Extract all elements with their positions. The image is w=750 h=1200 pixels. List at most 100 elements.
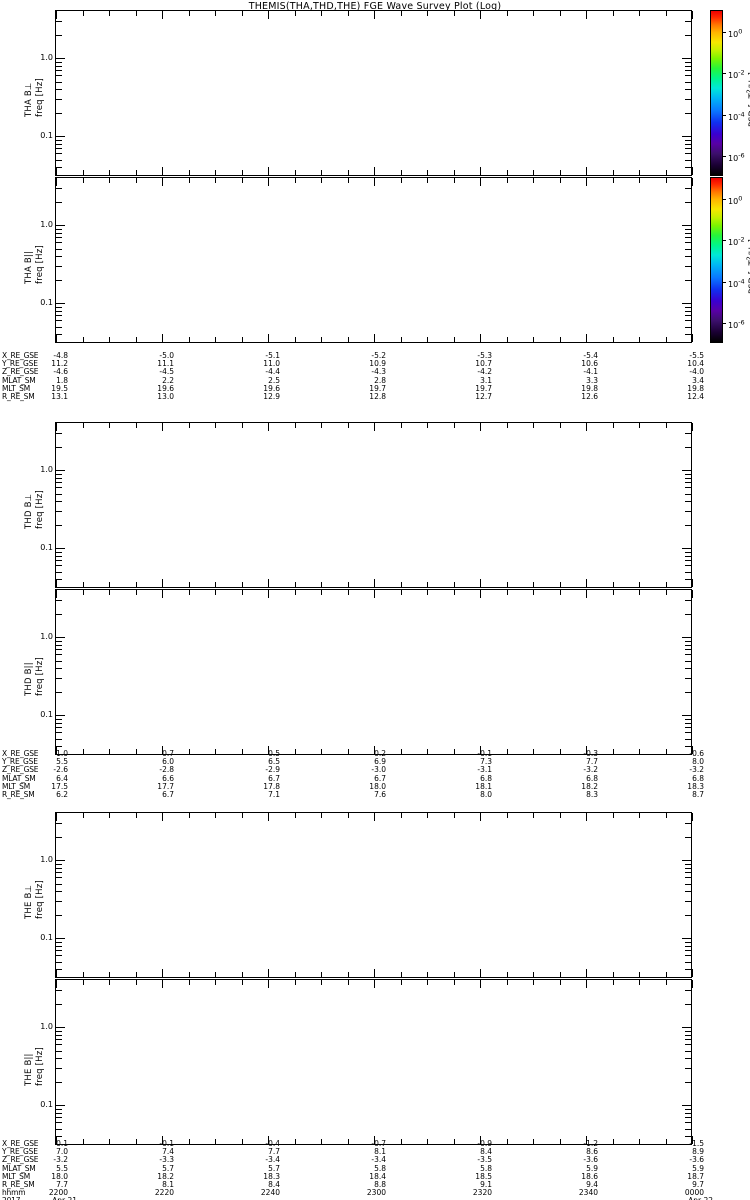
y-tick-minor: [685, 1034, 691, 1036]
ephemeris-value: 12.8: [369, 391, 386, 401]
x-tick-major: [162, 813, 163, 821]
y-tick-minor: [685, 738, 691, 740]
y-tick-minor: [56, 65, 62, 67]
x-tick-minor: [453, 590, 455, 595]
y-tick-minor: [685, 599, 691, 601]
ephemeris-row: X_RE_GSE 0.1 -0.1 -0.4 -0.7 -0.9 -1.2 -1.5: [0, 1139, 750, 1148]
y-tick-label: 0.1: [40, 298, 53, 308]
ephemeris-value: 5.5: [56, 757, 68, 767]
ephemeris-value: 7.7: [268, 1147, 280, 1157]
x-tick-minor: [321, 590, 322, 595]
x-tick-major: [56, 423, 57, 431]
y-tick-minor: [56, 883, 62, 885]
x-tick-minor: [321, 170, 322, 175]
y-tick-minor: [685, 945, 691, 947]
x-tick-minor: [241, 11, 243, 16]
x-tick-minor: [188, 170, 190, 175]
y-axis-title-unit: freq [Hz]: [35, 657, 45, 696]
x-tick-minor: [135, 11, 137, 16]
y-tick-minor: [685, 1136, 691, 1138]
y-axis-title-unit: freq [Hz]: [35, 490, 45, 529]
ephemeris-value: 12.9: [263, 391, 280, 401]
ephemeris-row-label: Y_RE_GSE: [2, 757, 38, 767]
colorbar-tick: [722, 156, 726, 158]
y-tick-major: [56, 58, 65, 60]
ephemeris-value: 6.7: [268, 773, 280, 783]
x-tick-minor: [241, 980, 243, 985]
x-tick-major: [586, 178, 587, 186]
x-tick-major: [480, 813, 481, 821]
x-tick-minor: [321, 423, 322, 428]
y-tick-minor: [56, 961, 62, 963]
y-tick-minor: [685, 265, 691, 267]
x-tick-minor: [506, 1139, 508, 1144]
y-tick-minor: [56, 877, 62, 879]
x-tick-minor: [347, 813, 349, 818]
y-tick-minor: [56, 613, 62, 615]
y-tick-minor: [56, 560, 62, 562]
ephemeris-value: 19.7: [475, 383, 492, 393]
x-tick-minor: [82, 170, 84, 175]
date-end-label: Apr 22: [688, 1197, 713, 1200]
y-tick-minor: [56, 891, 62, 893]
x-tick-major: [586, 579, 587, 587]
x-tick-major: [162, 1136, 163, 1144]
x-tick-minor: [453, 980, 455, 985]
y-tick-minor: [56, 20, 62, 22]
x-tick-minor: [559, 337, 561, 342]
ephemeris-row: MLT_SM 17.5 17.7 17.8 18.0 18.1 18.2 18.3: [0, 781, 750, 791]
x-tick-major: [480, 334, 481, 342]
y-tick-minor: [56, 334, 62, 336]
x-tick-minor: [400, 980, 402, 985]
colorbar-tick: [722, 323, 726, 325]
ephemeris-value: 0.5: [268, 749, 280, 758]
y-tick-minor: [685, 482, 691, 484]
x-tick-minor: [612, 337, 614, 342]
x-tick-minor: [400, 590, 402, 595]
x-tick-minor: [241, 582, 243, 587]
y-tick-minor: [56, 722, 62, 724]
spectrogram-panel-tha-bll: 1.0 0.1: [40, 177, 693, 343]
x-tick-major: [692, 334, 693, 342]
x-tick-minor: [559, 11, 561, 16]
ephemeris-row: R_RE_SM 6.2 6.7 7.1 7.6 8.0 8.3 8.7: [0, 789, 750, 799]
x-tick-minor: [294, 178, 296, 183]
x-tick-minor: [612, 980, 614, 985]
plot-title: THEMIS(THA,THD,THE) FGE Wave Survey Plot…: [248, 1, 502, 12]
x-tick-minor: [665, 980, 667, 985]
x-tick-minor: [612, 813, 614, 818]
y-tick-minor: [56, 565, 62, 567]
x-tick-minor: [665, 749, 667, 754]
y-tick-major: [682, 860, 691, 862]
x-tick-minor: [506, 423, 508, 428]
x-tick-minor: [559, 980, 561, 985]
x-tick-minor: [294, 337, 296, 342]
y-tick-minor: [685, 955, 691, 957]
ephemeris-row-label: MLAT_SM: [2, 1163, 36, 1173]
y-tick-minor: [685, 969, 691, 971]
x-tick-minor: [109, 813, 110, 818]
y-tick-minor: [685, 836, 691, 838]
x-tick-minor: [453, 337, 455, 342]
x-tick-minor: [453, 582, 455, 587]
y-tick-minor: [685, 571, 691, 573]
ephemeris-value: 6.2: [56, 789, 68, 799]
y-tick-minor: [56, 660, 62, 662]
ephemeris-value: -4.0: [689, 367, 704, 377]
y-tick-minor: [56, 1044, 62, 1046]
ephemeris-row: MLAT_SM 5.5 5.7 5.7 5.8 5.8 5.9 5.9: [0, 1163, 750, 1173]
ephemeris-value: 18.3: [687, 781, 704, 791]
ephemeris-row-label: Y_RE_GSE: [2, 1147, 38, 1157]
x-tick-major: [586, 167, 587, 175]
x-tick-minor: [533, 337, 534, 342]
x-tick-minor: [639, 1139, 640, 1144]
x-tick-minor: [665, 11, 667, 16]
x-tick-minor: [215, 423, 216, 428]
y-tick-minor: [685, 649, 691, 651]
x-tick-minor: [347, 749, 349, 754]
x-tick-minor: [215, 590, 216, 595]
ephemeris-value: -3.0: [371, 765, 386, 775]
x-tick-minor: [188, 590, 190, 595]
x-tick-major: [56, 969, 57, 977]
colorbar-tick: [722, 73, 726, 75]
